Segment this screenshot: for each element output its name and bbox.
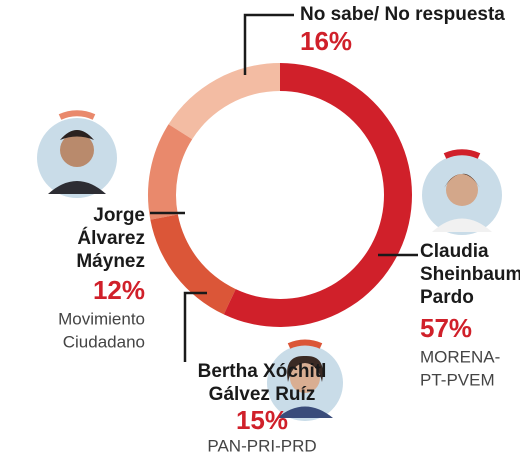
candidate-name: Jorge	[93, 205, 145, 226]
candidate-name: Álvarez	[77, 227, 145, 249]
value-label: 16%	[300, 26, 352, 56]
slice	[150, 214, 235, 314]
candidate-name: No sabe/ No respuesta	[300, 4, 505, 25]
party-name: PAN-PRI-PRD	[207, 436, 316, 455]
party-name: Movimiento	[58, 309, 145, 328]
value-label: 12%	[93, 275, 145, 305]
party-name: PT-PVEM	[420, 370, 495, 389]
slice	[148, 124, 192, 219]
value-label: 15%	[236, 405, 288, 435]
candidate-name: Claudia	[420, 241, 489, 262]
candidate-name: Sheinbaum	[420, 264, 520, 285]
chart: ClaudiaSheinbaumPardo 57% MORENA- PT-PVEM Be…	[0, 0, 520, 461]
slice	[224, 63, 412, 327]
photo-jorge	[37, 113, 117, 198]
candidate-name: Bertha Xóchitl	[198, 361, 327, 382]
candidate-name: Gálvez Ruíz	[209, 384, 316, 405]
photo-claudia	[422, 152, 502, 235]
party-name: MORENA-	[420, 347, 500, 366]
party-name: Ciudadano	[63, 332, 145, 351]
candidate-name: Pardo	[420, 287, 474, 308]
candidate-name: Máynez	[76, 251, 145, 272]
leader-line	[185, 293, 207, 362]
value-label: 57%	[420, 313, 472, 343]
slice	[169, 63, 280, 139]
